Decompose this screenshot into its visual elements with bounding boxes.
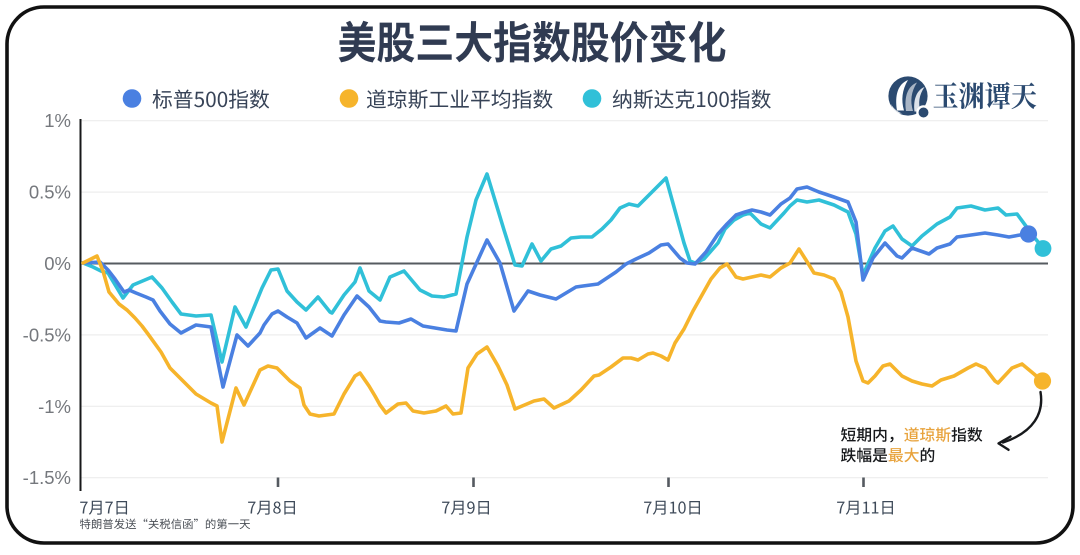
svg-text:1%: 1% [44, 110, 71, 131]
svg-text:0.5%: 0.5% [29, 182, 71, 203]
svg-text:-1.5%: -1.5% [23, 467, 71, 488]
svg-text:0%: 0% [44, 253, 71, 274]
svg-text:-0.5%: -0.5% [23, 324, 71, 345]
svg-text:-1%: -1% [38, 396, 71, 417]
